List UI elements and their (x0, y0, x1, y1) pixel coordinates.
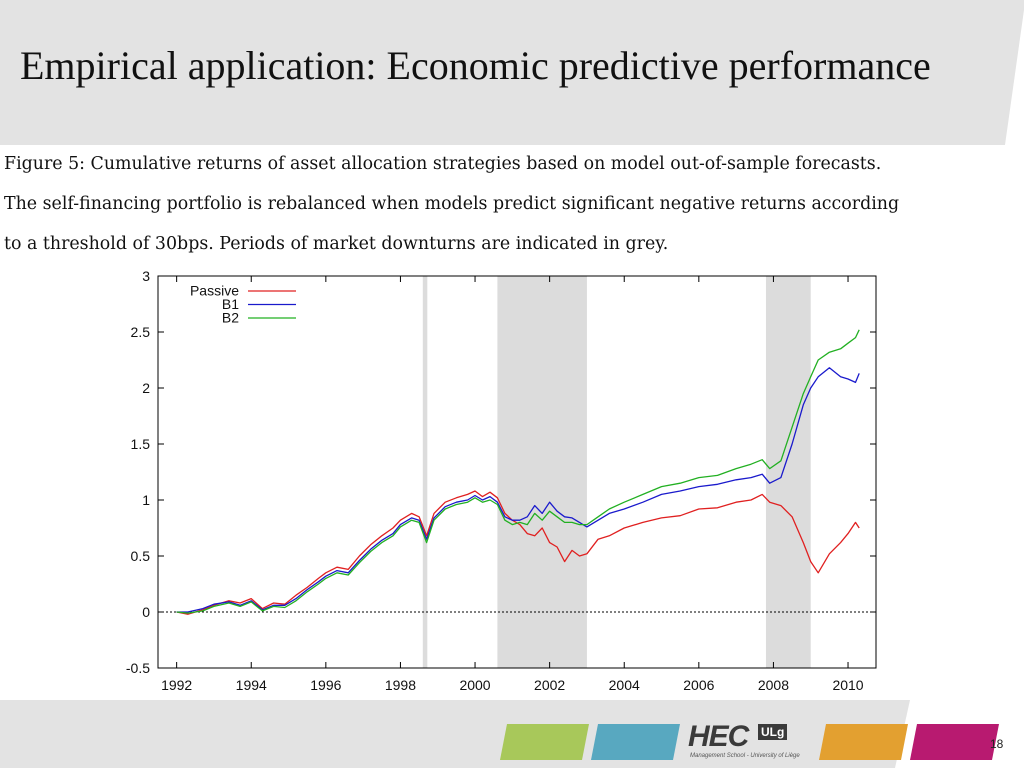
footer-band (0, 700, 999, 768)
x-tick-label: 2004 (609, 677, 640, 693)
y-tick-label: 1.5 (131, 436, 151, 452)
x-tick-label: 2006 (683, 677, 714, 693)
x-tick-label: 1994 (236, 677, 267, 693)
footer-background (0, 700, 910, 768)
y-tick-label: 1 (142, 492, 150, 508)
series-line-b1 (176, 367, 860, 613)
x-tick-label: 2008 (758, 677, 789, 693)
header-background (0, 0, 1024, 145)
downturn-shade (497, 276, 587, 668)
header-band (0, 0, 1024, 145)
series-line-passive (176, 490, 860, 615)
y-tick-label: 3 (142, 268, 150, 284)
downturn-shade (422, 276, 428, 668)
footer-green-block (500, 724, 589, 760)
hec-logo: HEC (688, 720, 749, 753)
x-tick-label: 1996 (310, 677, 341, 693)
cumulative-returns-chart: 3 2.5 2 1.5 1 0.5 0 -0.5 1992 1994 1996 1998 2000 200… (126, 268, 877, 693)
footer-magenta-block (910, 724, 999, 760)
y-tick-label: -0.5 (126, 660, 150, 676)
x-tick-label: 2002 (534, 677, 565, 693)
downturn-shade (765, 276, 811, 668)
legend-label: Passive (190, 283, 239, 299)
ulg-logo-badge: ULg (758, 724, 788, 740)
x-tick-label: 1992 (161, 677, 192, 693)
footer-orange-block (819, 724, 908, 760)
y-tick-label: 0.5 (131, 548, 151, 564)
footer-blue-block (591, 724, 680, 760)
legend-label: B1 (222, 296, 239, 312)
x-tick-label: 1998 (385, 677, 416, 693)
legend-label: B2 (222, 310, 239, 326)
caption-line: Figure 5: Cumulative returns of asset al… (4, 154, 882, 174)
logo-subtitle: Management School - University of Liège (690, 753, 800, 759)
x-tick-label: 2000 (459, 677, 490, 693)
series-line-b2 (176, 329, 860, 614)
caption-line: The self-financing portfolio is rebalanc… (4, 194, 900, 214)
y-tick-label: 2.5 (131, 324, 151, 340)
page-number: 18 (990, 737, 1004, 751)
slide-title: Empirical application: Economic predicti… (20, 43, 931, 88)
y-tick-label: 0 (142, 604, 150, 620)
x-tick-label: 2010 (832, 677, 863, 693)
figure-caption: Figure 5: Cumulative returns of asset al… (4, 144, 1019, 264)
plot-frame (157, 275, 877, 669)
caption-line: to a threshold of 30bps. Periods of mark… (4, 234, 669, 254)
y-tick-label: 2 (142, 380, 150, 396)
